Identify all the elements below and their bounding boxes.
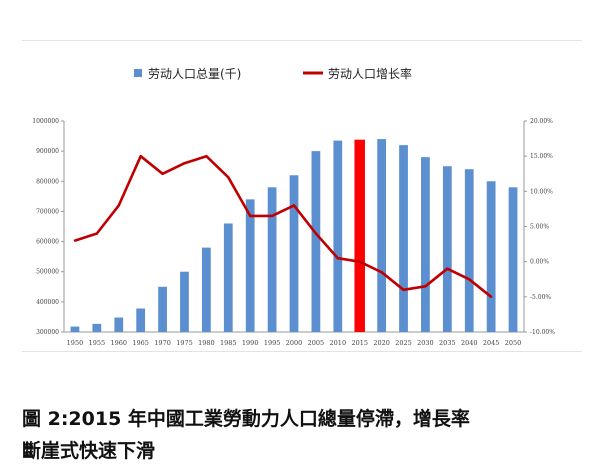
bar	[70, 326, 80, 332]
right-axis-tick-label: 20.00%	[530, 118, 553, 125]
growth-rate-point	[446, 267, 449, 270]
x-axis-tick-label: 1995	[264, 339, 281, 347]
left-axis-tick-label: 600000	[36, 239, 59, 246]
bar	[311, 151, 321, 332]
bar	[399, 145, 408, 332]
x-axis-tick-label: 1975	[176, 339, 193, 347]
right-axis-tick-label: -5.00%	[530, 294, 551, 301]
growth-rate-point	[468, 278, 471, 281]
growth-rate-point	[205, 154, 208, 158]
x-axis-tick-label: 2005	[308, 339, 325, 347]
x-axis-tick-label: 2045	[483, 339, 500, 347]
growth-rate-point	[336, 256, 340, 260]
bar	[180, 271, 189, 332]
growth-rate-point	[402, 288, 405, 291]
x-axis-tick-label: 2010	[330, 339, 347, 347]
growth-rate-point	[183, 162, 186, 165]
x-axis-tick-label: 2030	[417, 339, 434, 347]
left-axis-tick-label: 400000	[36, 299, 59, 306]
bar	[289, 175, 299, 332]
x-axis-tick-label: 2015	[351, 339, 368, 347]
growth-rate-point	[489, 295, 493, 299]
bar	[442, 166, 452, 332]
figure-caption-line-2: 斷崖式快速下滑	[22, 440, 156, 462]
left-axis-tick-label: 1000000	[32, 118, 59, 125]
bar	[377, 139, 386, 332]
growth-rate-point	[358, 260, 361, 263]
growth-rate-point	[95, 232, 99, 235]
left-axis-tick-label: 700000	[36, 208, 59, 215]
bar	[158, 286, 167, 332]
x-axis-tick-label: 1950	[67, 339, 84, 347]
legend-bar-swatch	[134, 69, 142, 77]
bar	[92, 323, 102, 332]
x-axis-tick-label: 2025	[395, 339, 412, 347]
bar	[508, 187, 518, 332]
bar	[223, 223, 233, 332]
x-axis-tick-label: 1965	[132, 339, 149, 347]
x-axis-tick-label: 2000	[286, 339, 303, 347]
left-axis-tick-label: 900000	[36, 148, 59, 155]
x-axis-tick-label: 1980	[198, 339, 215, 347]
bar	[464, 169, 474, 332]
x-axis-tick-label: 2040	[461, 339, 478, 347]
bar	[267, 187, 277, 332]
right-axis-tick-label: 15.00%	[530, 153, 553, 160]
bar	[333, 140, 343, 332]
figure-caption-line-1: 圖 2:2015 年中國工業勞動力人口總量停滯，增長率	[22, 408, 470, 430]
right-axis-tick-label: -10.00%	[530, 329, 555, 336]
x-axis-tick-label: 2035	[439, 339, 456, 347]
left-axis-tick-label: 800000	[36, 178, 59, 185]
bar	[136, 308, 146, 332]
chart-frame: 300000 400000 500000 600000 700000 800000 9000…	[22, 40, 582, 352]
legend-line-label: 劳动人口增长率	[328, 66, 412, 81]
bar	[421, 157, 430, 332]
growth-rate-point	[73, 239, 77, 242]
growth-rate-point	[161, 172, 164, 175]
growth-rate-point	[424, 285, 427, 288]
x-axis-tick-label: 1970	[154, 339, 171, 347]
right-axis-tick-label: 0.00%	[530, 259, 549, 266]
chart-svg: 300000 400000 500000 600000 700000 800000 9000…	[32, 66, 555, 347]
right-axis-tick-label: 5.00%	[530, 224, 549, 231]
legend-bar-label: 劳动人口总量(千)	[148, 67, 241, 81]
left-axis-tick-label: 300000	[36, 329, 59, 336]
left-axis-tick-label: 500000	[36, 269, 59, 276]
growth-rate-point	[292, 204, 296, 207]
growth-rate-point	[117, 204, 120, 207]
bar	[486, 181, 496, 332]
growth-rate-line	[74, 154, 492, 298]
x-axis-tick-label: 1990	[242, 339, 259, 347]
growth-rate-point	[314, 232, 318, 235]
x-axis-tick-label: 2050	[505, 339, 522, 347]
growth-rate-point	[227, 176, 230, 179]
growth-rate-point	[139, 154, 142, 158]
x-axis-tick-label: 1955	[89, 339, 106, 347]
growth-rate-point	[270, 214, 274, 218]
bar	[245, 199, 255, 332]
right-axis-tick-label: 10.00%	[530, 188, 553, 195]
bar-highlighted	[354, 139, 365, 332]
x-axis-tick-label: 1960	[110, 339, 127, 347]
x-axis-tick-label: 1985	[220, 339, 237, 347]
x-axis-tick-label: 2020	[373, 339, 390, 347]
growth-rate-point	[248, 214, 252, 218]
bar	[114, 317, 124, 332]
growth-rate-point	[380, 271, 383, 274]
bar	[202, 247, 211, 332]
